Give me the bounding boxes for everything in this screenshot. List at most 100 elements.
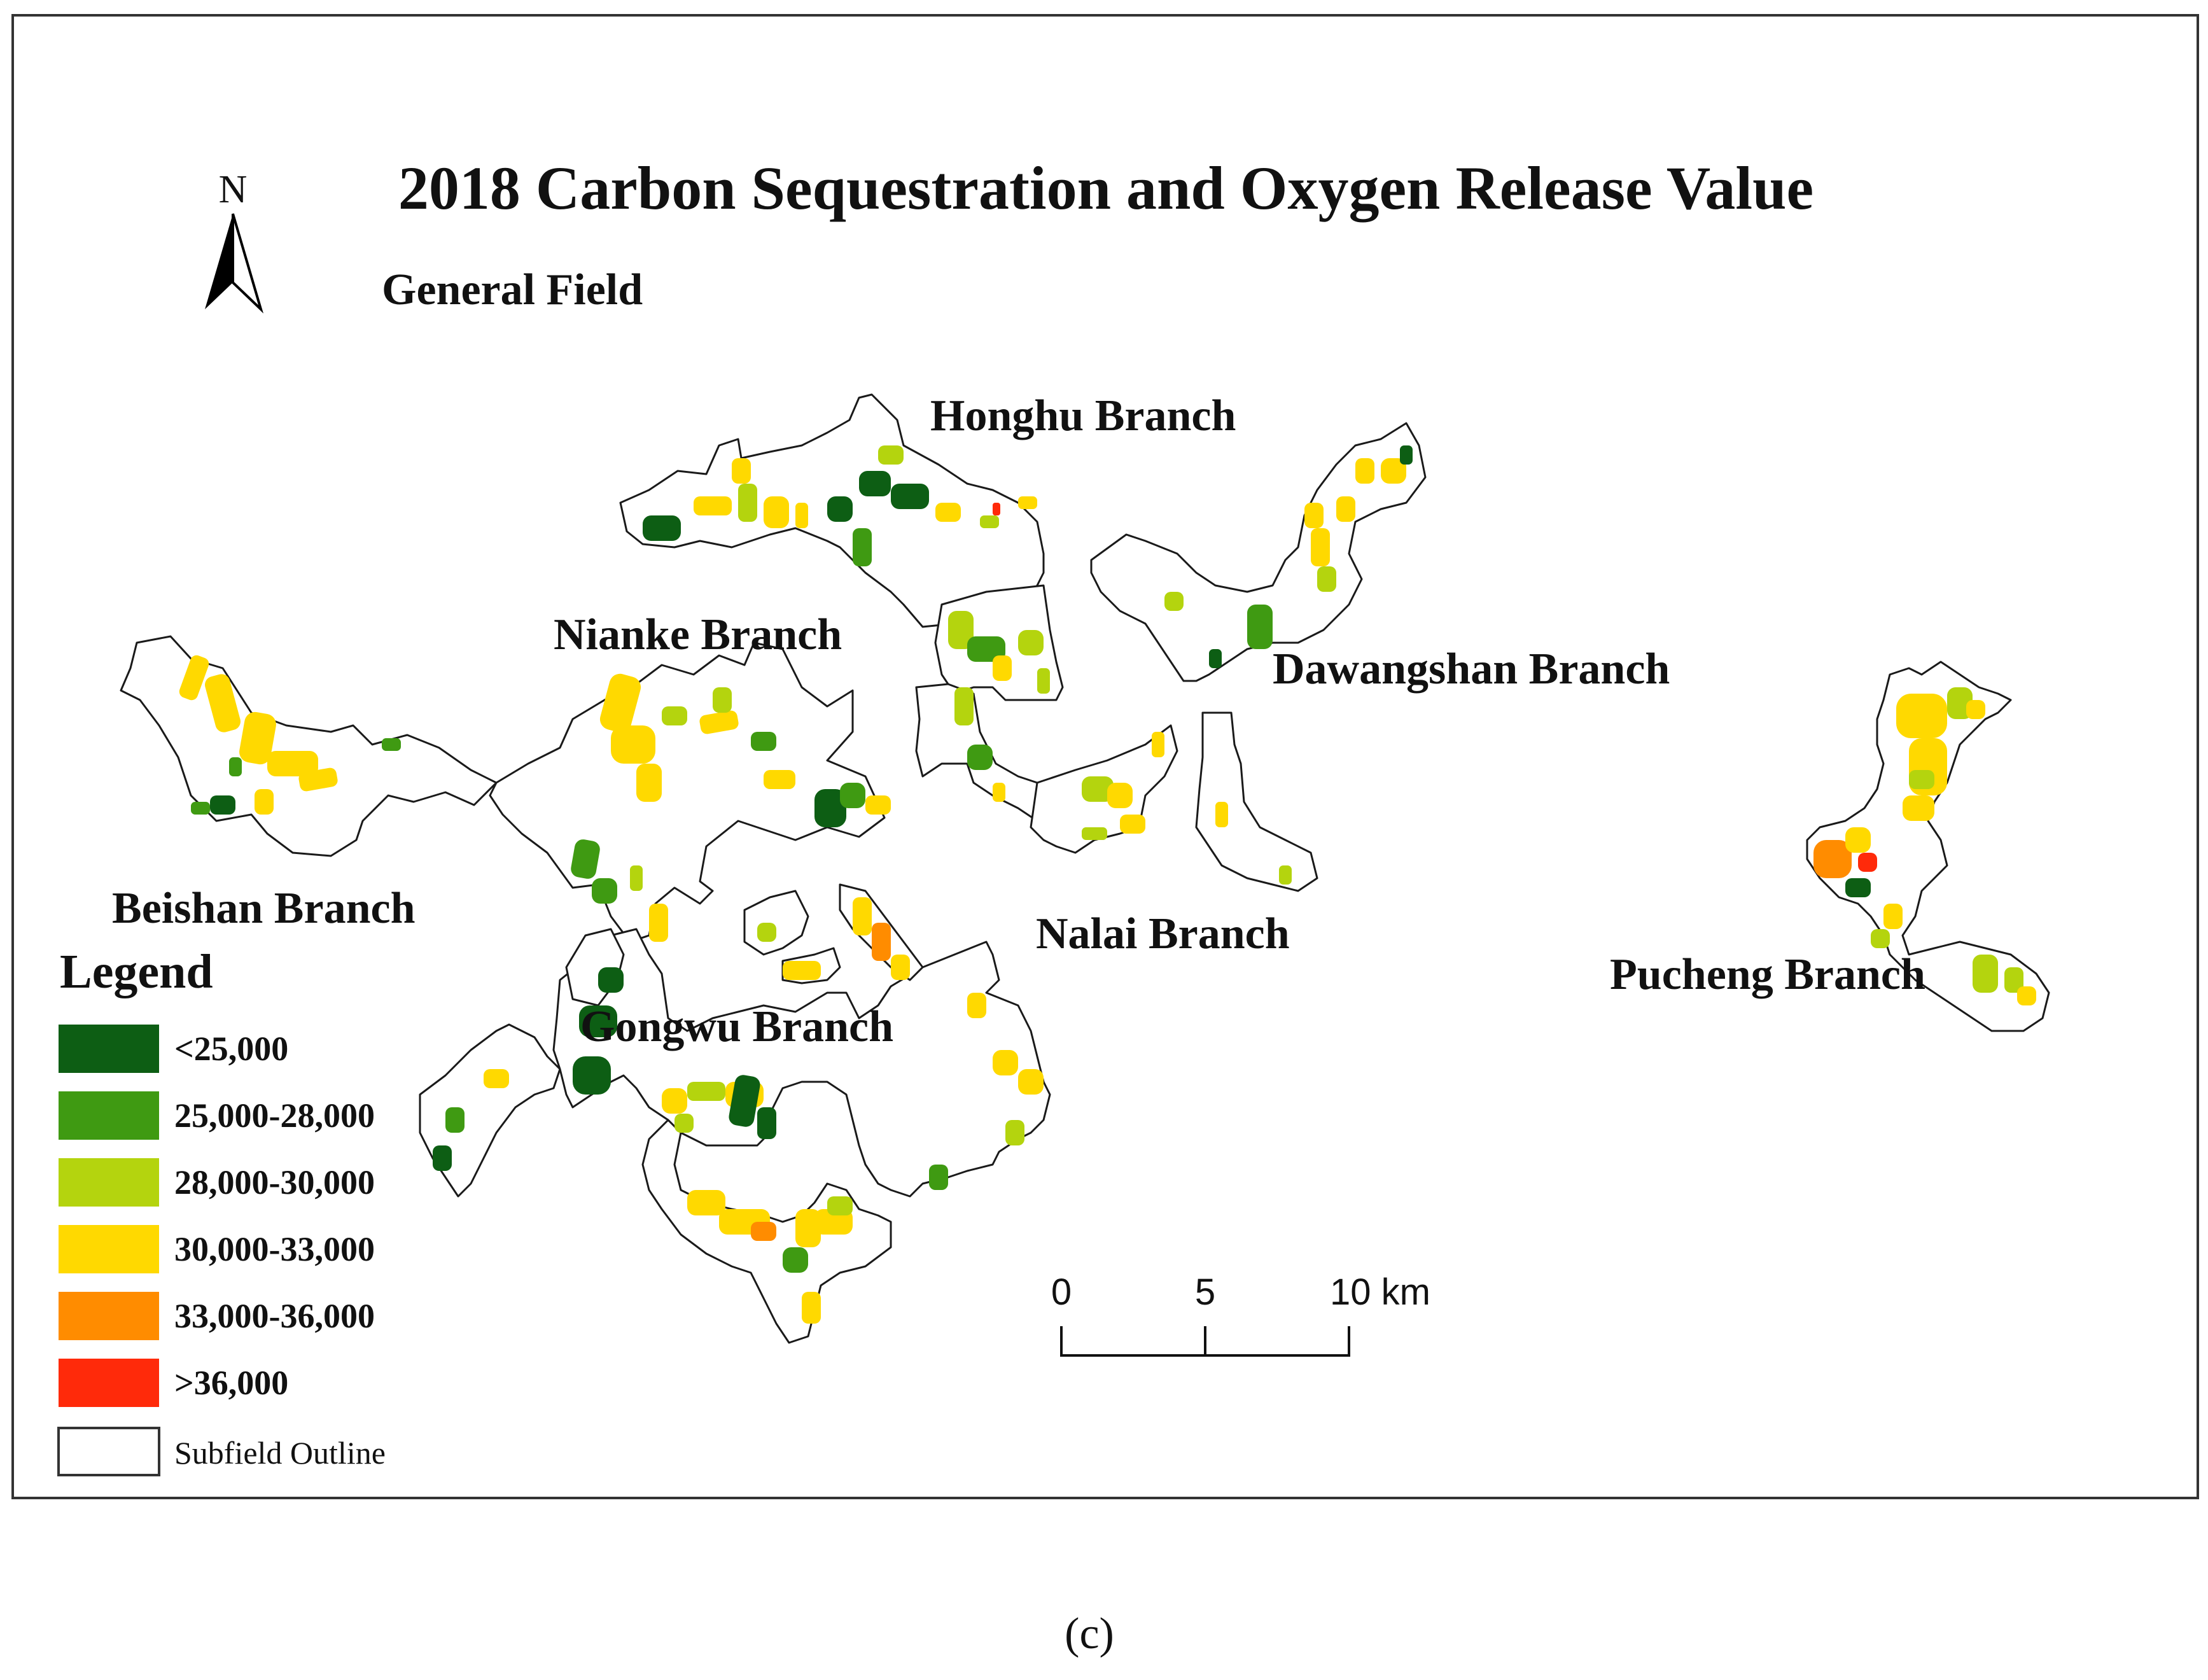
value-patch bbox=[1209, 649, 1222, 668]
value-patch bbox=[1152, 732, 1164, 757]
legend-swatch bbox=[59, 1292, 159, 1340]
value-patch bbox=[1896, 694, 1947, 738]
value-patch bbox=[1883, 904, 1903, 929]
value-patch bbox=[1336, 496, 1355, 522]
scale-bar: 0 5 10 km bbox=[1051, 1271, 1430, 1357]
legend-label: 28,000-30,000 bbox=[174, 1163, 375, 1201]
general-field-label: General Field bbox=[382, 265, 643, 314]
value-patch bbox=[1813, 840, 1852, 878]
value-patch bbox=[1005, 1120, 1024, 1145]
value-patch bbox=[993, 1050, 1018, 1075]
value-patch bbox=[611, 725, 655, 764]
legend-swatch bbox=[59, 1359, 159, 1407]
value-patch bbox=[484, 1069, 509, 1088]
value-patch bbox=[802, 1292, 821, 1324]
value-patch bbox=[840, 783, 865, 808]
value-patch bbox=[967, 636, 1005, 662]
value-patch bbox=[738, 484, 757, 522]
value-patch bbox=[1018, 630, 1044, 655]
value-patch bbox=[764, 496, 789, 528]
legend-outline-swatch bbox=[57, 1427, 160, 1476]
figure-caption: (c) bbox=[1065, 1609, 1114, 1658]
branch-label-nianke: Nianke Branch bbox=[554, 610, 842, 659]
branch-label-nalai: Nalai Branch bbox=[1036, 909, 1290, 958]
value-patch bbox=[948, 611, 974, 649]
value-patch bbox=[1400, 445, 1413, 465]
value-patch bbox=[191, 802, 210, 815]
legend-swatch bbox=[59, 1225, 159, 1273]
value-patch bbox=[382, 738, 401, 751]
value-patch bbox=[1871, 929, 1890, 948]
value-patch bbox=[2004, 967, 2023, 993]
value-patch bbox=[445, 1107, 465, 1133]
value-patch bbox=[649, 904, 668, 942]
legend-items: <25,000 25,000-28,000 28,000-30,000 30,000-… bbox=[59, 1025, 375, 1407]
scale-tick-0: 0 bbox=[1051, 1271, 1072, 1313]
value-patch bbox=[935, 503, 961, 522]
value-patch bbox=[878, 445, 904, 465]
value-patch bbox=[1247, 605, 1273, 649]
value-patch bbox=[433, 1145, 452, 1171]
value-patch bbox=[571, 839, 600, 879]
value-patch bbox=[827, 1196, 853, 1215]
north-arrow-icon: N bbox=[205, 168, 264, 314]
north-label: N bbox=[219, 168, 248, 211]
value-patch bbox=[993, 783, 1005, 802]
branch-label-gongwu: Gongwu Branch bbox=[580, 1002, 893, 1051]
value-patch bbox=[764, 770, 795, 789]
legend-outline-label: Subfield Outline bbox=[174, 1435, 386, 1471]
legend-swatch bbox=[59, 1158, 159, 1207]
value-patch bbox=[1082, 827, 1107, 840]
value-patch bbox=[713, 687, 732, 713]
value-patch bbox=[993, 655, 1012, 681]
legend-title: Legend bbox=[60, 945, 213, 998]
legend-swatch bbox=[59, 1091, 159, 1140]
value-patch bbox=[267, 751, 318, 776]
value-patch bbox=[827, 496, 853, 522]
value-patch bbox=[732, 458, 751, 484]
value-patch bbox=[598, 967, 624, 993]
value-patch bbox=[205, 674, 241, 732]
value-patch bbox=[687, 1190, 725, 1215]
branch-label-beishan: Beishan Branch bbox=[112, 884, 416, 933]
value-patch bbox=[662, 1088, 687, 1114]
value-patch bbox=[980, 515, 999, 528]
value-patch bbox=[751, 732, 776, 751]
value-patch bbox=[662, 706, 687, 725]
value-patch bbox=[859, 471, 891, 496]
value-patch bbox=[1966, 700, 1985, 719]
value-patch bbox=[1164, 592, 1184, 611]
legend-label: 33,000-36,000 bbox=[174, 1297, 375, 1335]
value-patch bbox=[865, 795, 891, 815]
value-patch bbox=[783, 961, 821, 980]
value-patch bbox=[1037, 668, 1050, 694]
branch-labels: Honghu Branch Nianke Branch Dawangshan B… bbox=[112, 391, 1925, 1051]
legend: Legend <25,000 25,000-28,000 28,000-30,000… bbox=[57, 945, 386, 1476]
branch-label-honghu: Honghu Branch bbox=[930, 391, 1236, 440]
value-patch bbox=[592, 878, 617, 904]
value-patches bbox=[179, 445, 2036, 1324]
value-patch bbox=[1845, 878, 1871, 897]
value-patch bbox=[853, 528, 872, 566]
legend-label: <25,000 bbox=[174, 1030, 288, 1068]
value-patch bbox=[1018, 1069, 1044, 1095]
scale-tick-10: 10 km bbox=[1330, 1271, 1430, 1313]
value-patch bbox=[1215, 802, 1228, 827]
legend-swatch bbox=[59, 1025, 159, 1073]
value-patch bbox=[967, 993, 986, 1018]
value-patch bbox=[1973, 955, 1998, 993]
value-patch bbox=[1903, 795, 1934, 821]
scale-tick-5: 5 bbox=[1195, 1271, 1215, 1313]
value-patch bbox=[729, 1075, 760, 1127]
value-patch bbox=[795, 503, 808, 528]
value-patch bbox=[783, 1247, 808, 1273]
value-patch bbox=[1355, 458, 1374, 484]
branch-label-pucheng: Pucheng Branch bbox=[1610, 950, 1925, 999]
value-patch bbox=[229, 757, 242, 776]
value-patch bbox=[853, 897, 872, 935]
value-patch bbox=[1082, 776, 1114, 802]
value-patch bbox=[579, 1005, 617, 1037]
value-patch bbox=[1317, 566, 1336, 592]
value-patch bbox=[954, 687, 974, 725]
value-patch bbox=[687, 1082, 725, 1101]
